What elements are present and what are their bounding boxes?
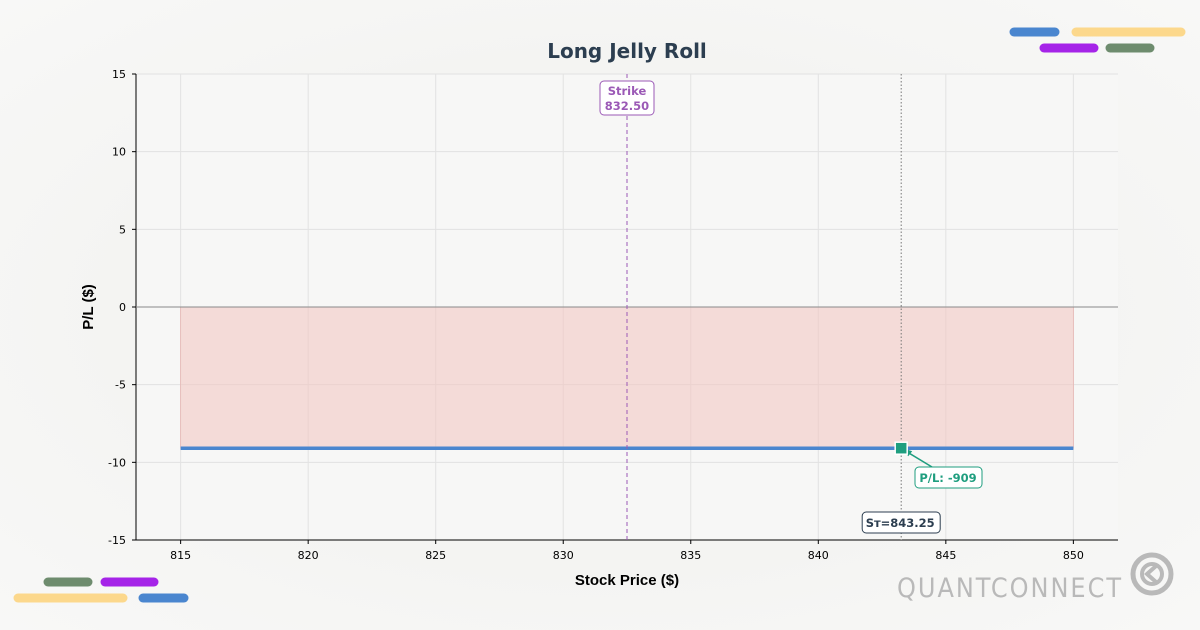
strike-label: Strike	[608, 84, 647, 98]
x-tick-label: 835	[680, 549, 701, 562]
current-price-marker	[894, 441, 908, 455]
chart-title: Long Jelly Roll	[547, 39, 707, 63]
x-tick-labels: 815 820 825 830 835 840 845 850	[170, 540, 1084, 562]
x-tick-label: 825	[425, 549, 446, 562]
logo-mark-icon	[1130, 552, 1174, 596]
x-tick-label: 820	[298, 549, 319, 562]
y-tick-label: 5	[119, 223, 126, 236]
x-tick-label: 850	[1063, 549, 1084, 562]
quantconnect-logo: QUANTCONNECT	[897, 552, 1174, 604]
current-price-label-box	[861, 511, 941, 534]
logo-wordmark: QUANTCONNECT	[897, 573, 1123, 604]
x-tick-label: 840	[808, 549, 829, 562]
y-tick-label: 15	[112, 68, 126, 81]
strike-value-label: 832.50	[605, 99, 649, 113]
y-tick-label: -15	[108, 534, 126, 547]
y-tick-label: -5	[115, 379, 126, 392]
pl-callout-label: P/L: -909	[919, 471, 976, 485]
y-tick-label: -10	[108, 456, 126, 469]
x-tick-label: 845	[935, 549, 956, 562]
x-tick-label: 830	[553, 549, 574, 562]
x-tick-label: 815	[170, 549, 191, 562]
y-axis-label: P/L ($)	[80, 284, 97, 330]
decorative-pills-bottom	[13, 577, 189, 603]
decorative-pills-top	[1009, 27, 1186, 53]
y-tick-labels: -15 -10 -5 0 5 10 15	[108, 68, 136, 547]
strike-label-box	[599, 80, 655, 116]
x-axis-label: Stock Price ($)	[575, 572, 679, 589]
y-tick-label: 10	[112, 146, 126, 159]
pl-callout-box	[914, 466, 983, 489]
current-price-label: Sᴛ=843.25	[866, 516, 935, 530]
y-tick-label: 0	[119, 301, 126, 314]
